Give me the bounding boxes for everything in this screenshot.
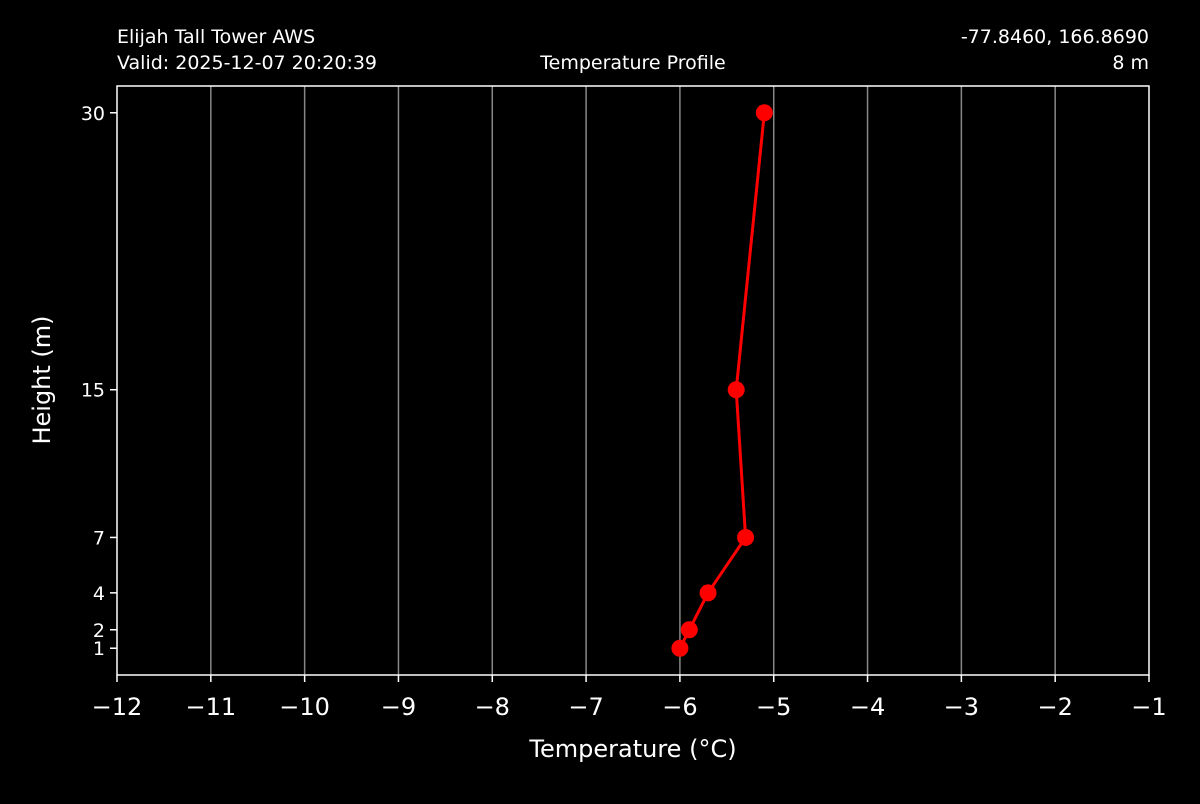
sensor-height: 8 m [1112, 52, 1149, 74]
plot-frame [116, 85, 1150, 676]
x-tick-label: −2 [1037, 693, 1072, 721]
x-axis-ticks: −12 −11 −10 −9 −8 −7 −6 −5 −4 −3 −2 −1 [92, 675, 1167, 721]
x-tick-label: −12 [92, 693, 143, 721]
y-tick-label: 1 [93, 638, 105, 660]
x-tick-label: −3 [944, 693, 979, 721]
x-tick-label: −9 [381, 693, 416, 721]
x-tick-label: −1 [1131, 693, 1166, 721]
valid-time: Valid: 2025-12-07 20:20:39 [117, 52, 377, 74]
x-tick-label: −5 [756, 693, 791, 721]
y-tick-label: 30 [81, 103, 105, 125]
y-tick-label: 7 [93, 527, 105, 549]
data-point [755, 104, 773, 122]
series-temperature [671, 104, 773, 657]
data-point [699, 584, 717, 602]
x-tick-label: −10 [279, 693, 330, 721]
chart-title: Temperature Profile [539, 52, 725, 74]
data-point [671, 639, 689, 657]
coordinates: -77.8460, 166.8690 [961, 26, 1149, 48]
y-axis-label: Height (m) [28, 315, 56, 444]
y-tick-label: 4 [93, 583, 105, 605]
station-name: Elijah Tall Tower AWS [117, 26, 315, 48]
x-tick-label: −11 [185, 693, 236, 721]
y-axis-ticks: 12 4 7 15 30 [81, 103, 117, 660]
grid [210, 86, 1056, 675]
y-tick-label: 15 [81, 380, 105, 402]
data-point [680, 621, 698, 639]
x-tick-label: −4 [850, 693, 885, 721]
y-tick-label: 2 [93, 620, 105, 642]
x-axis-label: Temperature (°C) [528, 735, 736, 763]
x-tick-label: −8 [475, 693, 510, 721]
x-tick-label: −6 [662, 693, 697, 721]
data-point [727, 381, 745, 399]
x-tick-label: −7 [568, 693, 603, 721]
data-point [737, 528, 755, 546]
